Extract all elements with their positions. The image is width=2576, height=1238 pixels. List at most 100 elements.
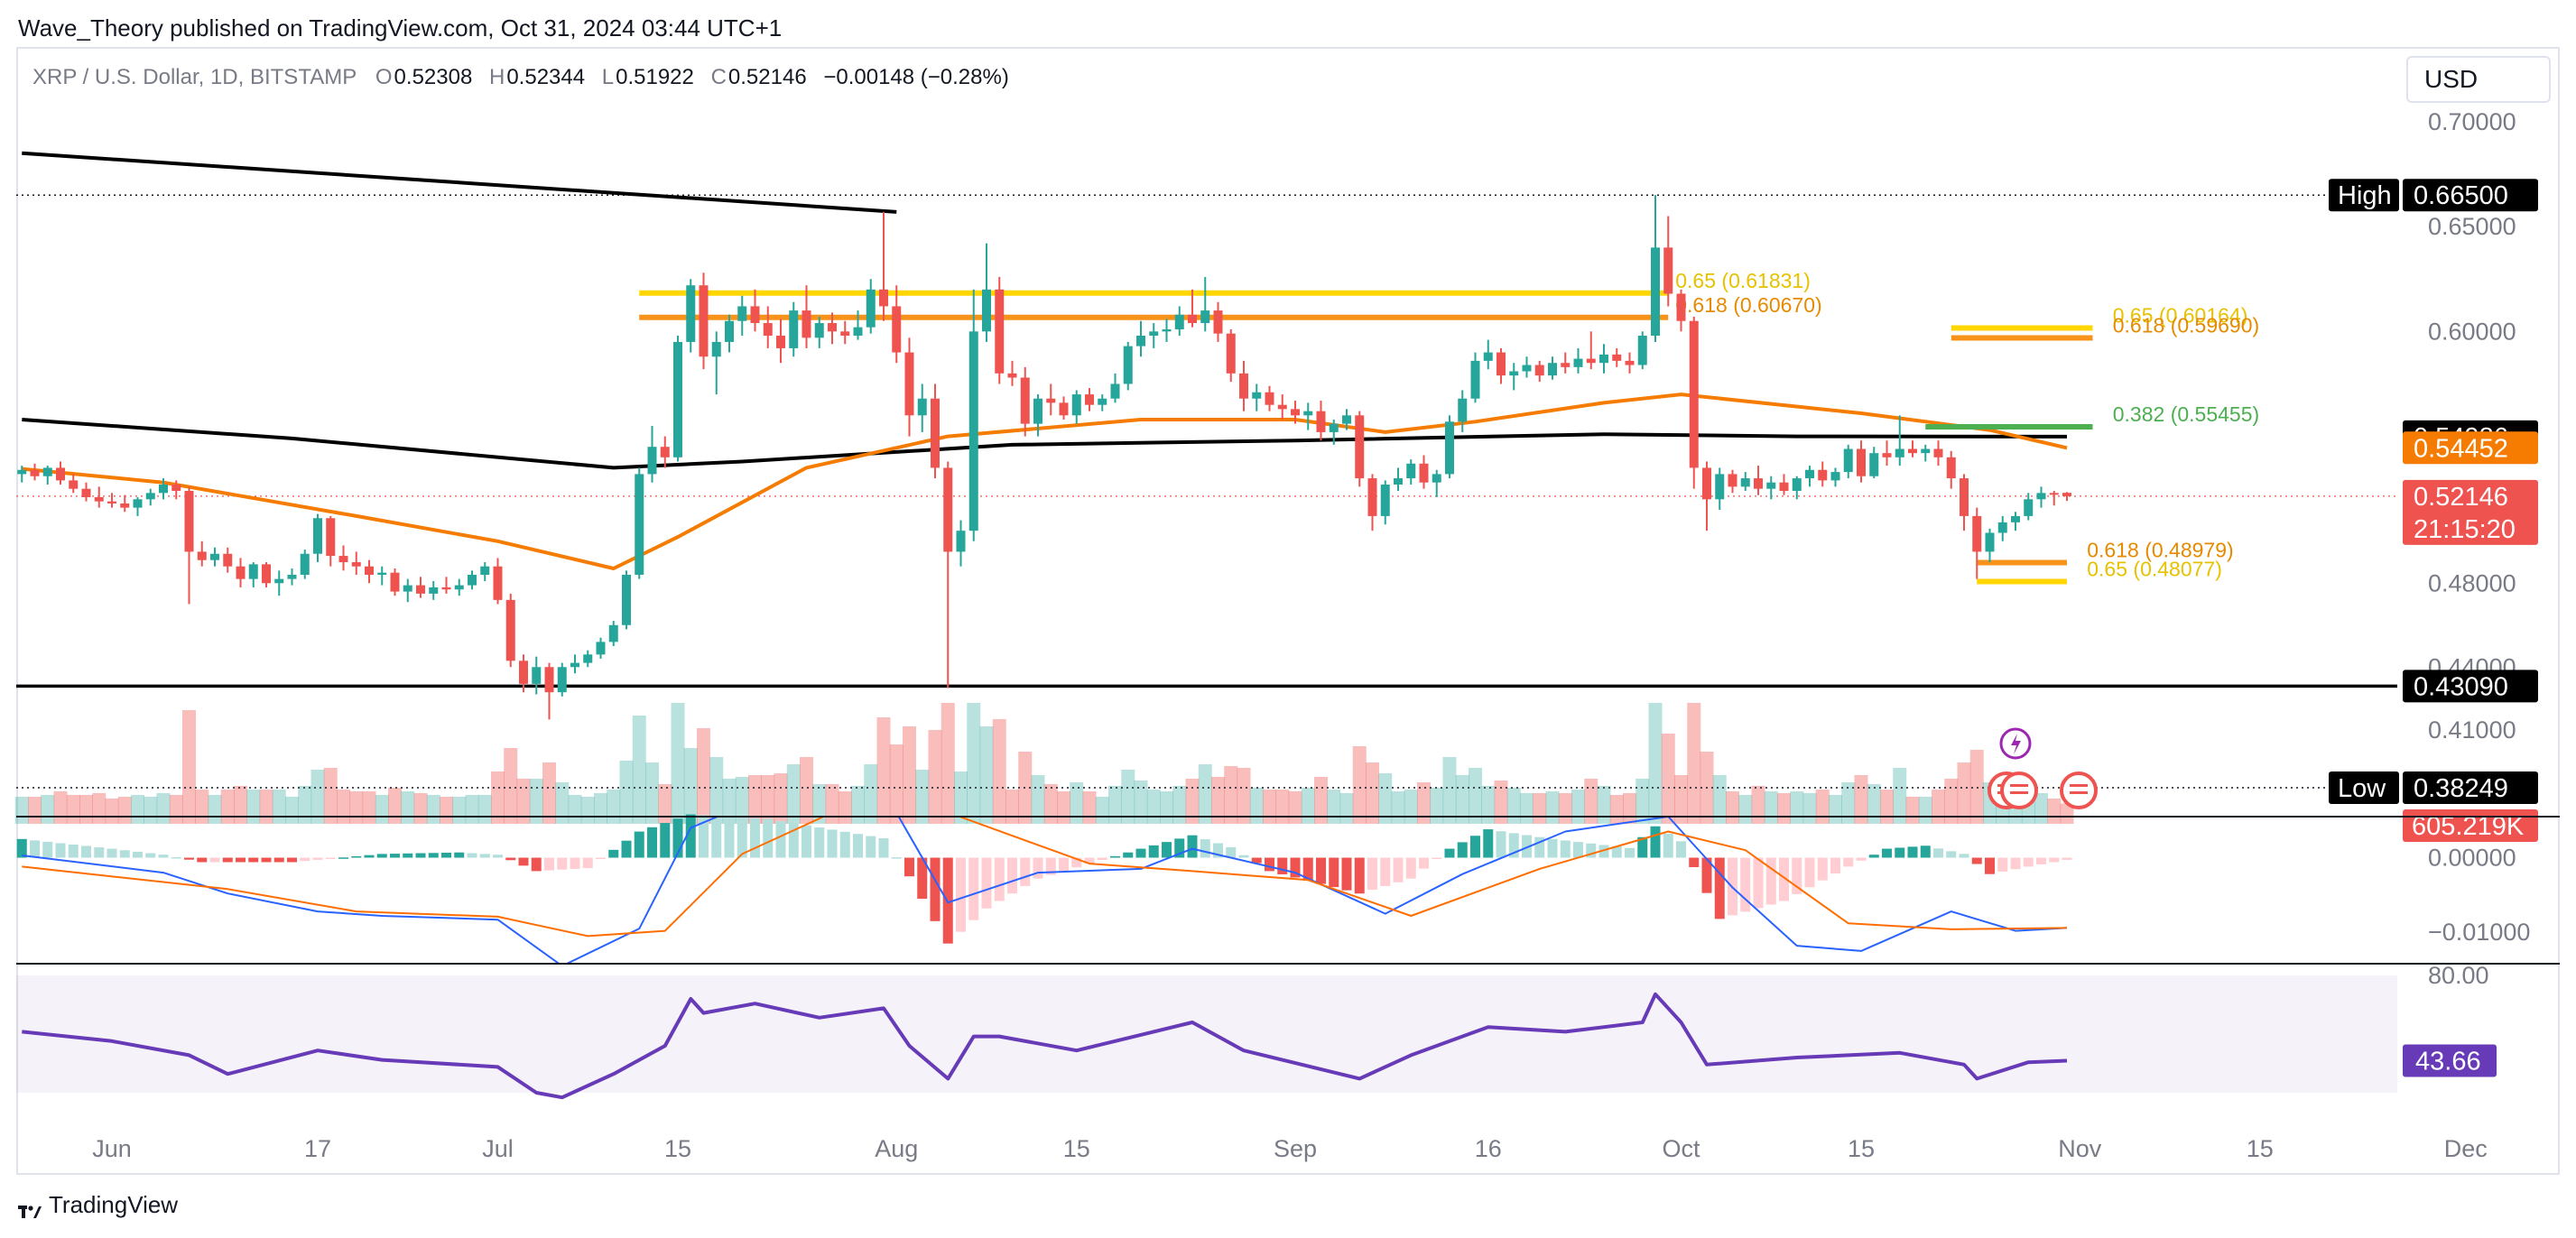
candle [1059,396,1069,420]
candle-body [1458,398,1468,422]
price-tag-box [2403,771,2538,804]
candle [943,461,953,688]
macd-histogram-bar [1753,857,1764,909]
volume-bar [1932,789,1945,824]
volume-bar [876,716,891,824]
macd-histogram-bar [866,836,876,858]
candle [493,558,503,605]
candle-body [1522,365,1532,372]
candle-body [120,503,130,508]
volume-bar [1314,776,1328,824]
candle-body [737,306,747,321]
volume-bar [1288,790,1302,824]
volume-bar [1738,794,1753,824]
candle [866,279,876,334]
macd-histogram-bar [171,856,181,859]
time-axis-tick: Jul [482,1135,514,1162]
candle [1483,339,1493,370]
rsi-axis-tick: 80.00 [2428,962,2489,989]
candle [1946,450,1956,489]
macd-histogram-bar [582,857,593,869]
volume-bar [1378,772,1393,824]
macd-histogram-bar [1354,857,1365,894]
macd-histogram-bar [236,857,246,863]
candle-body [1265,392,1274,405]
candle [1380,480,1390,525]
volume-bar [697,727,710,824]
macd-histogram-bar [647,827,657,858]
currency-button[interactable]: USD [2406,56,2551,103]
candle [107,493,116,508]
price-tag-value: 0.52146 [2414,483,2508,512]
symbol-title[interactable]: XRP / U.S. Dollar, 1D, BITSTAMP [32,65,357,89]
candle-body [1277,404,1287,410]
candle-body [1766,482,1776,489]
macd-histogram-bar [16,838,27,858]
candle-body [1702,467,1711,500]
candle [210,547,219,567]
price-axis-tick: 0.41000 [2428,716,2516,744]
macd-histogram-bar [608,849,619,858]
candle-body [1470,360,1480,399]
volume-bar [41,794,55,824]
candle-body [725,320,734,342]
high-label: H [488,65,505,89]
candle-body [1921,448,1931,454]
candle [1007,360,1017,386]
candle [441,577,451,594]
candle-body [1985,532,1995,552]
macd-histogram-bar [1084,857,1095,864]
price-axis-tick: 0.48000 [2428,569,2516,596]
tradingview-brand[interactable]: TradingView [18,1191,178,1219]
change-value: −0.00148 (−0.28%) [823,65,1009,89]
volume-bar [144,796,158,824]
macd-histogram-bar [119,850,130,858]
candle [480,562,490,581]
candle [1277,394,1287,420]
candle-body [441,587,451,590]
macd-histogram-bar [467,853,477,858]
candle-body [1355,415,1365,479]
time-axis-tick: 15 [2247,1135,2274,1162]
candle [2011,512,2020,531]
candle [1367,474,1377,531]
macd-histogram-bar [1522,835,1532,858]
candle-body [287,574,297,579]
candle [1985,528,1995,563]
candle [982,243,991,342]
candle [429,580,439,600]
volume-bar [156,792,171,824]
volume-bar [131,794,144,824]
candle-body [223,553,233,567]
candle [81,482,91,502]
candle [1689,317,1699,489]
candle [840,320,850,345]
candle [673,335,682,462]
us-flag-stripe-icon [2010,791,2028,794]
macd-histogram-bar [1367,857,1377,891]
candle [879,211,888,321]
volume-bar [1224,765,1238,824]
candle [1548,356,1557,380]
candle-body [995,289,1005,374]
macd-histogram-bar [184,857,194,860]
volume-bar [298,785,312,824]
candle [1046,383,1056,416]
macd-histogram-bar [30,840,40,858]
candle-body [711,341,721,357]
candle [557,662,567,697]
volume-bar [941,702,955,824]
candle [1458,390,1468,432]
volume-bar [504,747,518,824]
volume-bar [1506,787,1521,824]
candle-body [1715,474,1725,500]
time-axis-tick: Oct [1662,1135,1700,1162]
symbol-legend: XRP / U.S. Dollar, 1D, BITSTAMP O0.52308… [32,65,1020,90]
candle-body [1496,352,1506,376]
price-tag-value: 0.38249 [2414,774,2508,803]
candle [1226,329,1236,383]
volume-bar [1687,702,1701,824]
macd-histogram-bar [1238,855,1249,858]
macd-histogram-bar [1598,845,1609,858]
